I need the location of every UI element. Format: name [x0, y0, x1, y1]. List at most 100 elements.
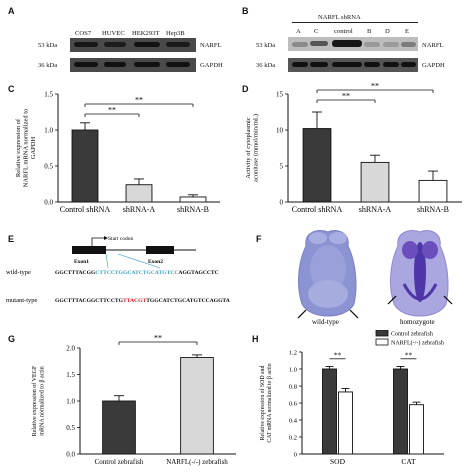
blot-band — [74, 42, 98, 47]
blot-band — [401, 62, 416, 67]
significance-label: ** — [334, 350, 342, 359]
panel-c-label: C — [8, 84, 15, 94]
x-tick-label: NARFL(-/-) zebrafish — [166, 458, 228, 466]
blot-band — [166, 42, 190, 47]
arrow-icon — [387, 295, 397, 305]
y-tick-label: 0.6 — [289, 401, 298, 408]
homozygote-embryo — [390, 230, 449, 317]
protein-label: NARFL — [422, 42, 444, 49]
lane-label: D — [385, 28, 390, 35]
y-tick-label: 1.0 — [66, 398, 75, 406]
exon1-box — [72, 246, 106, 254]
bar — [360, 161, 390, 203]
y-tick-label: 1.5 — [66, 371, 75, 379]
x-tick-label: shRNA-B — [417, 205, 449, 214]
y-axis-label: mRNA normalized to β actin — [40, 366, 46, 435]
blot-band — [310, 62, 328, 67]
lane-label: Hep3B — [166, 30, 185, 37]
size-marker: 53 kDa — [38, 42, 58, 49]
y-tick-label: 5 — [280, 163, 284, 171]
protein-label: GAPDH — [200, 62, 223, 69]
chart-c: 0.0 0.5 1.0 1.5 Control shRNA shRNA-A shRNA-B *… — [15, 91, 220, 214]
chart-g: 0.0 0.5 1.0 1.5 2.0 Control zebrafish NARFL(-/… — [31, 334, 236, 466]
x-tick-label: shRNA-A — [359, 205, 392, 214]
wild-type-sequence: GGCTTTACGGCTTCCTGGCATCTGCATGTCCAGGTAGCCT… — [55, 270, 219, 276]
bar — [322, 368, 337, 455]
panel-h-label: H — [252, 334, 259, 344]
panel-b-label: B — [242, 6, 249, 16]
exon2-box — [146, 246, 174, 254]
bar — [393, 368, 408, 455]
y-tick-label: 0.8 — [289, 384, 297, 391]
size-marker: 53 kDa — [256, 42, 276, 49]
panel-d-label: D — [242, 84, 249, 94]
blot-band — [134, 42, 160, 47]
lane-label: E — [405, 28, 410, 35]
y-tick-label: 0 — [280, 199, 284, 207]
gapdh-blot — [70, 58, 196, 72]
seq-target: CTTCCTGGCATCTGCATGTCC — [95, 270, 178, 276]
significance-label: ** — [371, 82, 379, 91]
y-tick-label: 1.0 — [289, 367, 297, 374]
bar — [179, 196, 207, 203]
x-tick-label: shRNA-B — [177, 205, 209, 214]
y-tick-label: 0.2 — [289, 435, 297, 442]
seq-part: TGGCATCTGCATGTCCAGGTA — [146, 298, 230, 304]
wild-type-label: wild-type — [6, 269, 31, 276]
mutant-type-label: mutant-type — [6, 297, 38, 304]
bar — [125, 184, 153, 203]
mutant-type-sequence: GGCTTTACGGCTTCCTGTTACGTTGGCATCTGCATGTCCA… — [55, 298, 230, 304]
protein-label: NARFL — [200, 42, 222, 49]
y-tick-label: 0.5 — [66, 424, 75, 432]
zebrafish-images: wild-type homozygote — [276, 224, 470, 328]
lane-label: HEK293T — [132, 30, 160, 37]
chart-d: 0 5 10 15 Control shRNA shRNA-A shRNA-B ** ** Act… — [245, 82, 462, 214]
guide-line — [117, 253, 161, 269]
y-tick-label: 0.4 — [289, 418, 298, 425]
blot-band — [166, 62, 190, 67]
header-line — [292, 22, 418, 23]
start-codon-arrowhead — [104, 236, 108, 240]
narfl-blot — [70, 38, 196, 52]
blot-band — [332, 62, 362, 67]
start-codon-arrow — [91, 237, 104, 246]
size-marker: 36 kDa — [38, 62, 58, 69]
seq-part: AGGTAGCCTC — [178, 270, 218, 276]
blot-band — [104, 62, 126, 67]
shrna-header: NARFL shRNA — [318, 14, 361, 21]
blot-band — [383, 42, 399, 47]
significance-label: ** — [135, 96, 143, 105]
blot-band — [74, 62, 98, 67]
bar — [71, 129, 99, 203]
bar — [302, 128, 332, 203]
gene-diagram: Start codon Exon1 Exon2 wild-type GGCTTT… — [6, 236, 230, 304]
bar — [409, 404, 424, 455]
x-tick-label: Control shRNA — [292, 205, 343, 214]
blot-band — [332, 40, 362, 47]
significance-label: ** — [154, 334, 162, 343]
lane-label: A — [296, 28, 301, 35]
y-tick-label: 10 — [276, 127, 284, 135]
blot-band — [104, 42, 126, 47]
x-tick-label: Control shRNA — [60, 205, 111, 214]
blot-band — [364, 62, 380, 67]
significance-label: ** — [342, 92, 350, 101]
y-axis-label: Relative expression of — [15, 118, 22, 177]
blot-band — [134, 62, 160, 67]
lane-label: control — [334, 28, 353, 35]
panel-g-label: G — [8, 334, 16, 344]
wild-type-caption: wild-type — [312, 318, 339, 326]
x-tick-label: SOD — [330, 457, 346, 466]
y-axis-label: Relative expression of SOD and — [259, 366, 266, 441]
panel-f-label: F — [256, 234, 262, 244]
y-tick-label: 0 — [294, 452, 297, 459]
y-axis-label: aconitase (mmol/min/mL) — [253, 114, 260, 182]
y-axis-label: GAPDH — [30, 137, 37, 160]
seq-part: GGCTTTACGGCTTCCTG — [55, 298, 124, 304]
panel-a-label: A — [8, 6, 15, 16]
y-axis-label: Relative expression of VEGF — [31, 365, 38, 436]
x-tick-label: shRNA-A — [123, 205, 156, 214]
blot-band — [401, 42, 416, 47]
bar — [418, 179, 448, 203]
blot-band — [292, 62, 308, 67]
